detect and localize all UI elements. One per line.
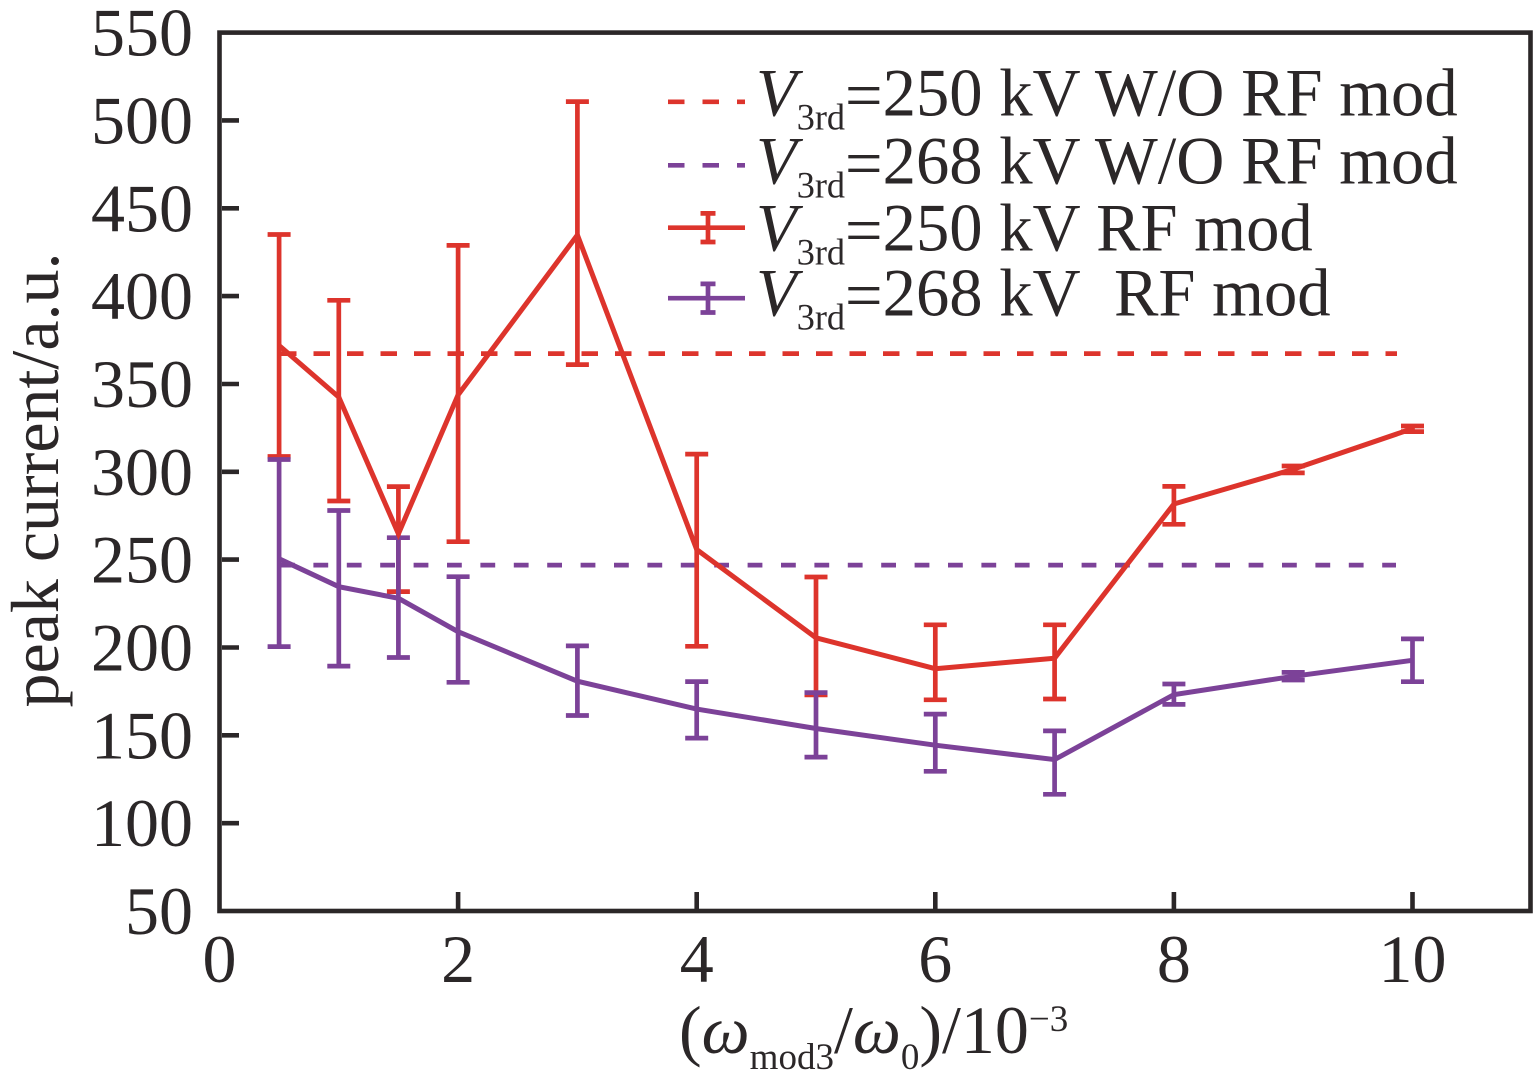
svg-text:300: 300 xyxy=(91,434,193,510)
svg-text:peak current/a.u.: peak current/a.u. xyxy=(0,253,73,708)
svg-text:50: 50 xyxy=(125,873,193,949)
svg-text:400: 400 xyxy=(91,258,193,334)
svg-text:10: 10 xyxy=(1379,921,1447,997)
svg-text:4: 4 xyxy=(680,921,714,997)
svg-text:500: 500 xyxy=(91,82,193,158)
svg-text:V3rd=268 kV W/O RF mod: V3rd=268 kV W/O RF mod xyxy=(756,123,1458,206)
svg-text:450: 450 xyxy=(91,170,193,246)
svg-text:V3rd=250 kV RF mod: V3rd=250 kV RF mod xyxy=(756,190,1313,273)
svg-text:6: 6 xyxy=(918,921,952,997)
svg-text:0: 0 xyxy=(203,921,237,997)
svg-text:200: 200 xyxy=(91,610,193,686)
svg-text:V3rd=250 kV W/O RF mod: V3rd=250 kV W/O RF mod xyxy=(756,55,1458,138)
svg-text:8: 8 xyxy=(1157,921,1191,997)
svg-text:350: 350 xyxy=(91,346,193,422)
svg-text:(ωmod3/ω0)/10−3: (ωmod3/ω0)/10−3 xyxy=(679,992,1068,1078)
svg-text:V3rd=268 kV RF mod: V3rd=268 kV RF mod xyxy=(756,255,1331,338)
svg-text:100: 100 xyxy=(91,785,193,861)
svg-text:550: 550 xyxy=(91,0,193,71)
svg-text:2: 2 xyxy=(441,921,475,997)
svg-text:250: 250 xyxy=(91,522,193,598)
svg-text:150: 150 xyxy=(91,697,193,773)
